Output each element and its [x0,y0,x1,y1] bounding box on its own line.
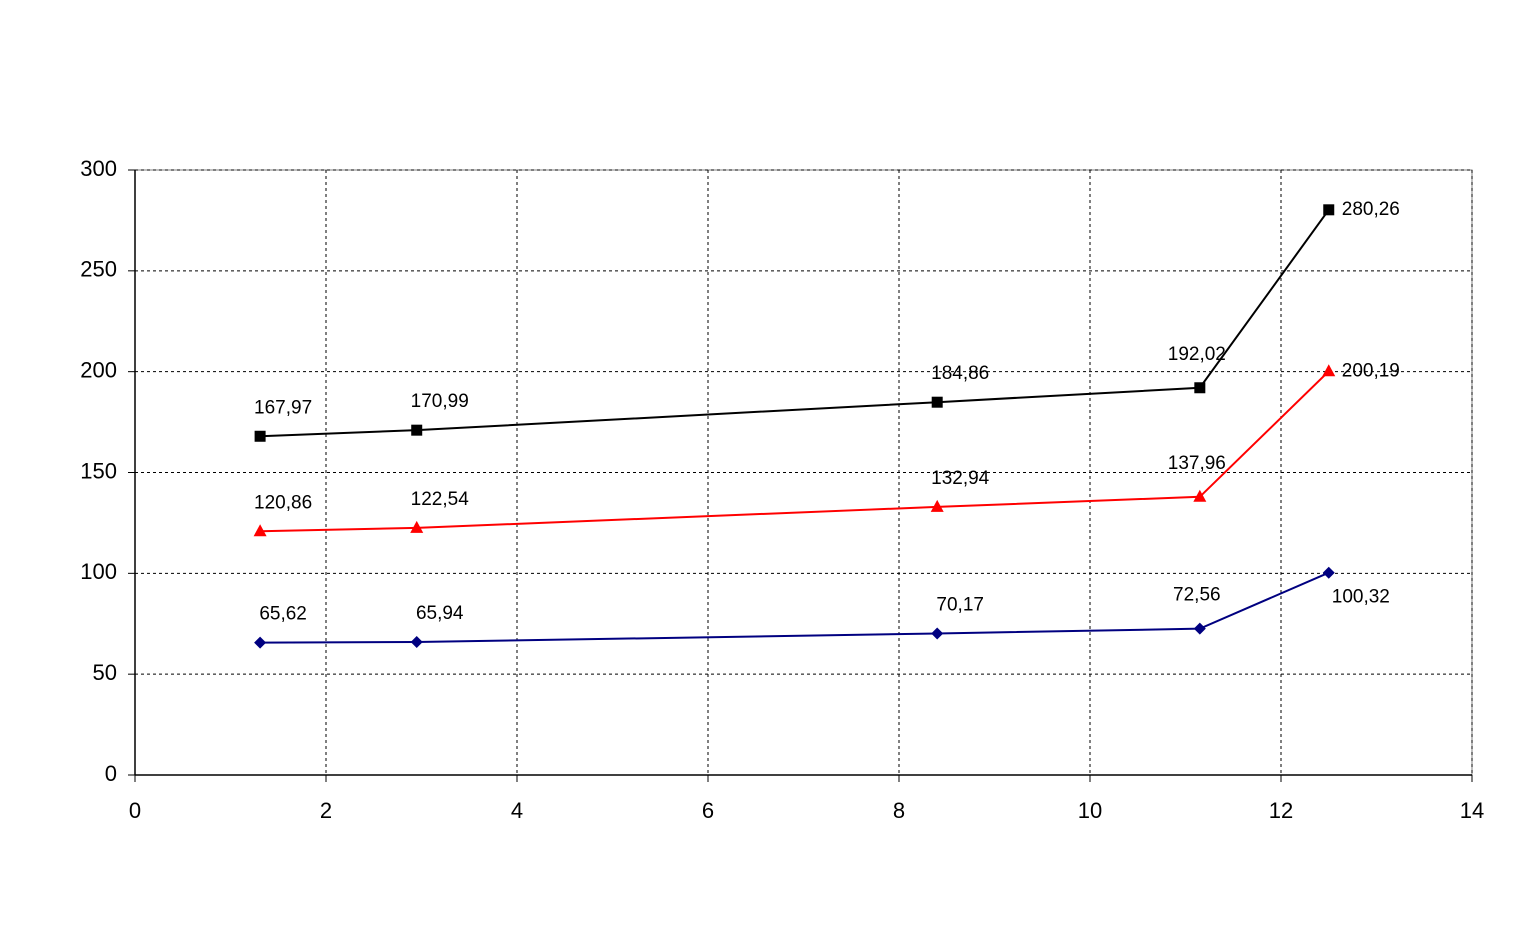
data-label: 122,54 [411,489,470,510]
data-label: 192,02 [1168,344,1226,365]
marker [411,424,423,436]
data-label: 167,97 [254,397,312,418]
marker [410,520,424,533]
marker [1193,622,1206,635]
x-tick-label: 10 [1078,798,1102,823]
x-tick-label: 2 [320,798,332,823]
marker [1323,204,1335,216]
data-label: 72,56 [1173,585,1221,606]
data-label: 132,94 [931,468,990,489]
x-tick-label: 4 [511,798,523,823]
data-label: 280,26 [1342,199,1400,220]
x-tick-label: 8 [893,798,905,823]
y-tick-label: 250 [80,257,117,282]
marker [1193,489,1207,502]
marker [931,627,944,640]
data-label: 120,86 [254,492,312,513]
y-tick-label: 300 [80,156,117,181]
y-tick-label: 150 [80,458,117,483]
y-tick-label: 200 [80,357,117,382]
data-label: 184,86 [931,363,989,384]
x-tick-label: 6 [702,798,714,823]
y-tick-label: 100 [80,559,117,584]
x-tick-label: 12 [1269,798,1293,823]
marker [254,430,266,442]
data-label: 100,32 [1332,587,1390,608]
marker [254,636,267,649]
marker [930,499,944,512]
x-tick-label: 14 [1460,798,1484,823]
data-label: 70,17 [936,595,984,616]
data-label: 200,19 [1342,360,1400,381]
marker [931,396,943,408]
marker [1322,364,1336,377]
marker [1322,566,1335,579]
y-tick-label: 0 [105,761,117,786]
y-tick-label: 50 [93,660,117,685]
data-label: 137,96 [1168,453,1226,474]
marker [1194,382,1206,394]
data-label: 65,94 [416,603,464,624]
data-label: 170,99 [411,391,469,412]
data-label: 65,62 [259,604,307,625]
marker [253,524,267,537]
marker [410,636,423,649]
x-tick-label: 0 [129,798,141,823]
